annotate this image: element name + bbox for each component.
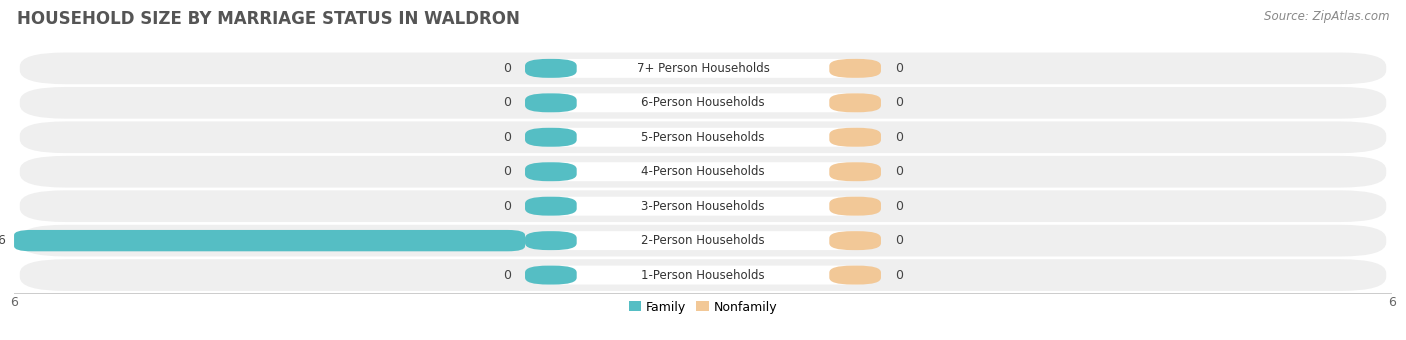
FancyBboxPatch shape [20, 87, 1386, 119]
Text: 0: 0 [894, 234, 903, 247]
FancyBboxPatch shape [830, 128, 882, 147]
Text: 0: 0 [894, 96, 903, 109]
FancyBboxPatch shape [524, 231, 882, 250]
FancyBboxPatch shape [524, 128, 882, 147]
Text: 0: 0 [894, 131, 903, 144]
FancyBboxPatch shape [524, 162, 576, 181]
FancyBboxPatch shape [830, 197, 882, 216]
Text: 6: 6 [1388, 296, 1396, 309]
FancyBboxPatch shape [524, 162, 882, 181]
FancyBboxPatch shape [20, 156, 1386, 188]
Text: 0: 0 [894, 62, 903, 75]
Text: 0: 0 [894, 200, 903, 213]
FancyBboxPatch shape [830, 162, 882, 181]
Text: 0: 0 [503, 96, 512, 109]
FancyBboxPatch shape [20, 225, 1386, 256]
Text: 0: 0 [503, 165, 512, 178]
FancyBboxPatch shape [830, 266, 882, 285]
Text: 5-Person Households: 5-Person Households [641, 131, 765, 144]
Text: 0: 0 [894, 269, 903, 282]
Legend: Family, Nonfamily: Family, Nonfamily [628, 301, 778, 313]
FancyBboxPatch shape [830, 231, 882, 250]
Text: 3-Person Households: 3-Person Households [641, 200, 765, 213]
Text: HOUSEHOLD SIZE BY MARRIAGE STATUS IN WALDRON: HOUSEHOLD SIZE BY MARRIAGE STATUS IN WAL… [17, 10, 520, 28]
Text: 1-Person Households: 1-Person Households [641, 269, 765, 282]
FancyBboxPatch shape [20, 259, 1386, 291]
Text: 0: 0 [503, 62, 512, 75]
FancyBboxPatch shape [524, 128, 576, 147]
Text: 6: 6 [0, 234, 4, 247]
Text: 2-Person Households: 2-Person Households [641, 234, 765, 247]
FancyBboxPatch shape [524, 197, 882, 216]
Text: 0: 0 [503, 200, 512, 213]
Text: 0: 0 [894, 165, 903, 178]
Text: 0: 0 [503, 131, 512, 144]
FancyBboxPatch shape [830, 94, 882, 112]
FancyBboxPatch shape [830, 59, 882, 78]
FancyBboxPatch shape [524, 266, 576, 285]
Text: 7+ Person Households: 7+ Person Households [637, 62, 769, 75]
FancyBboxPatch shape [20, 52, 1386, 84]
FancyBboxPatch shape [524, 197, 576, 216]
FancyBboxPatch shape [20, 190, 1386, 222]
FancyBboxPatch shape [14, 230, 524, 251]
Text: Source: ZipAtlas.com: Source: ZipAtlas.com [1264, 10, 1389, 23]
Text: 4-Person Households: 4-Person Households [641, 165, 765, 178]
FancyBboxPatch shape [524, 94, 882, 112]
FancyBboxPatch shape [20, 121, 1386, 153]
Text: 6: 6 [10, 296, 18, 309]
FancyBboxPatch shape [524, 59, 576, 78]
Text: 0: 0 [503, 269, 512, 282]
FancyBboxPatch shape [524, 231, 576, 250]
FancyBboxPatch shape [524, 94, 576, 112]
FancyBboxPatch shape [524, 59, 882, 78]
FancyBboxPatch shape [524, 266, 882, 285]
Text: 6-Person Households: 6-Person Households [641, 96, 765, 109]
